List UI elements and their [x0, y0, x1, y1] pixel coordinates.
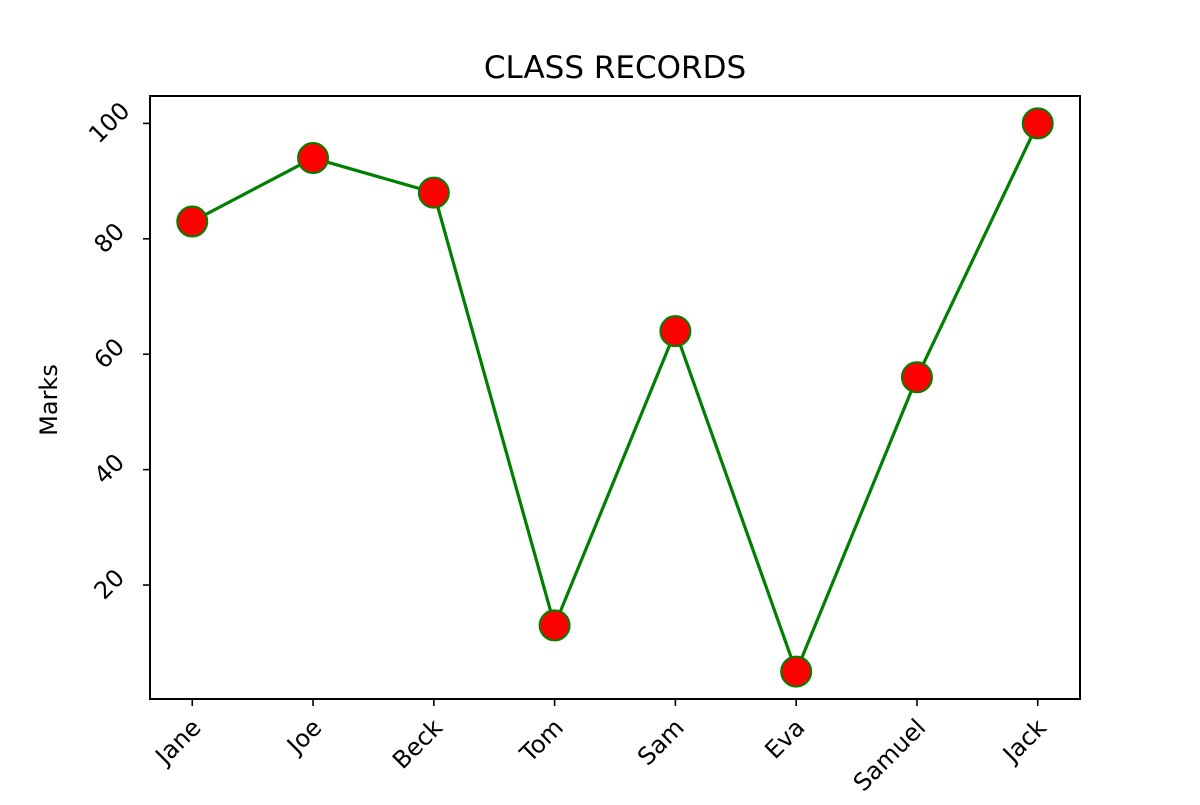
data-point: [176, 205, 209, 238]
x-tick-label: Joe: [280, 713, 327, 760]
x-tick-label: Sam: [632, 713, 690, 771]
y-tick-label: 20: [89, 564, 130, 605]
x-tick-label: Jack: [996, 713, 1052, 769]
y-tick-label: 60: [89, 333, 130, 374]
x-tick-label: Beck: [387, 713, 448, 774]
data-point: [780, 655, 813, 688]
y-tick-label: 80: [89, 217, 130, 258]
series-line: [191, 122, 1040, 674]
y-axis: 20 40 60 80 100: [83, 97, 150, 605]
plot-area-frame: [149, 95, 1081, 700]
x-tick-label: Eva: [759, 713, 810, 764]
x-tick-label: Jane: [149, 713, 207, 771]
data-point: [297, 142, 330, 175]
data-point: [659, 315, 692, 348]
data-point: [900, 361, 933, 394]
chart-title: CLASS RECORDS: [484, 50, 746, 86]
data-point: [1021, 107, 1054, 140]
data-point: [538, 609, 571, 642]
y-tick-label: 100: [83, 97, 135, 149]
y-axis-label: Marks: [35, 364, 63, 436]
y-tick-label: 40: [89, 448, 130, 489]
x-tick-label: Tom: [514, 713, 569, 768]
data-point: [417, 176, 450, 209]
x-axis: Jane Joe Beck Tom Sam Eva Samuel Jack: [149, 699, 1052, 797]
series-marks: [176, 107, 1054, 688]
x-tick-label: Samuel: [848, 713, 931, 796]
